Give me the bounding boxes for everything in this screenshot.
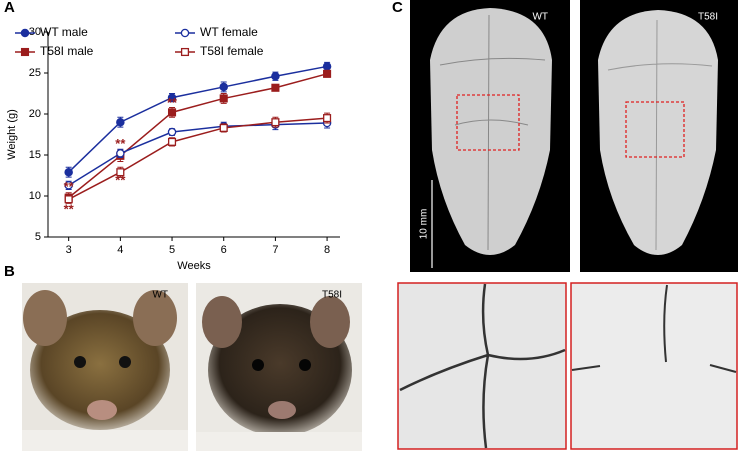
y-tick-label: 5 [35,231,41,243]
legend-label: WT female [200,25,258,39]
skull-image [580,0,738,272]
panel-label: B [4,263,15,280]
data-point [219,123,228,132]
photo-label: WT [152,290,168,301]
legend-label: T58I male [40,44,94,58]
photo-label: T58I [698,12,718,23]
scale-bar-label: 10 mm [419,209,430,240]
annotation: ** [64,201,75,216]
y-tick-label: 30 [29,26,41,38]
annotation: ** [115,173,126,188]
x-tick-label: 6 [221,244,227,256]
data-point [323,114,332,123]
legend-marker [20,28,30,38]
legend-marker [180,47,190,57]
data-point [167,127,177,137]
legend-label: WT male [40,25,88,39]
legend-marker [20,47,30,57]
x-tick-label: 8 [324,244,330,256]
x-tick-label: 7 [272,244,278,256]
data-point [271,83,280,92]
annotation: ** [64,179,75,194]
series-line [68,73,328,199]
x-tick-label: 3 [66,244,72,256]
photo-label: WT [532,12,548,23]
data-point [323,69,332,78]
data-point [271,72,280,81]
data-point [64,181,73,190]
data-point [167,137,177,146]
y-axis-label: Weight (g) [6,109,18,160]
x-tick-label: 4 [117,244,123,256]
data-point [64,195,73,204]
panel-label: C [392,0,403,16]
data-point [116,117,125,127]
data-point [116,168,125,177]
data-point [219,94,228,103]
panel-label: A [4,0,15,16]
data-point [219,82,228,92]
y-tick-label: 15 [29,149,41,161]
y-tick-label: 10 [29,190,41,202]
data-point [271,118,280,127]
suture-closeup [397,282,567,450]
y-tick-label: 25 [29,67,41,79]
x-axis-label: Weeks [177,260,211,272]
series-line [68,65,328,173]
data-point [167,93,177,102]
data-point [116,149,125,158]
y-tick-label: 20 [29,108,41,120]
suture-closeup [570,282,738,450]
data-point [322,62,332,71]
annotation: ** [115,136,126,151]
skull-image [410,0,570,272]
mouse-photo [196,283,362,451]
x-tick-label: 5 [169,244,175,256]
data-point [64,167,73,177]
series-line [68,117,328,200]
legend-label: T58I female [200,44,264,58]
data-point [167,108,177,117]
mouse-photo [22,283,188,451]
legend-marker [180,28,190,38]
annotation: ** [167,95,178,110]
photo-label: T58I [322,290,342,301]
series-line [68,122,328,186]
